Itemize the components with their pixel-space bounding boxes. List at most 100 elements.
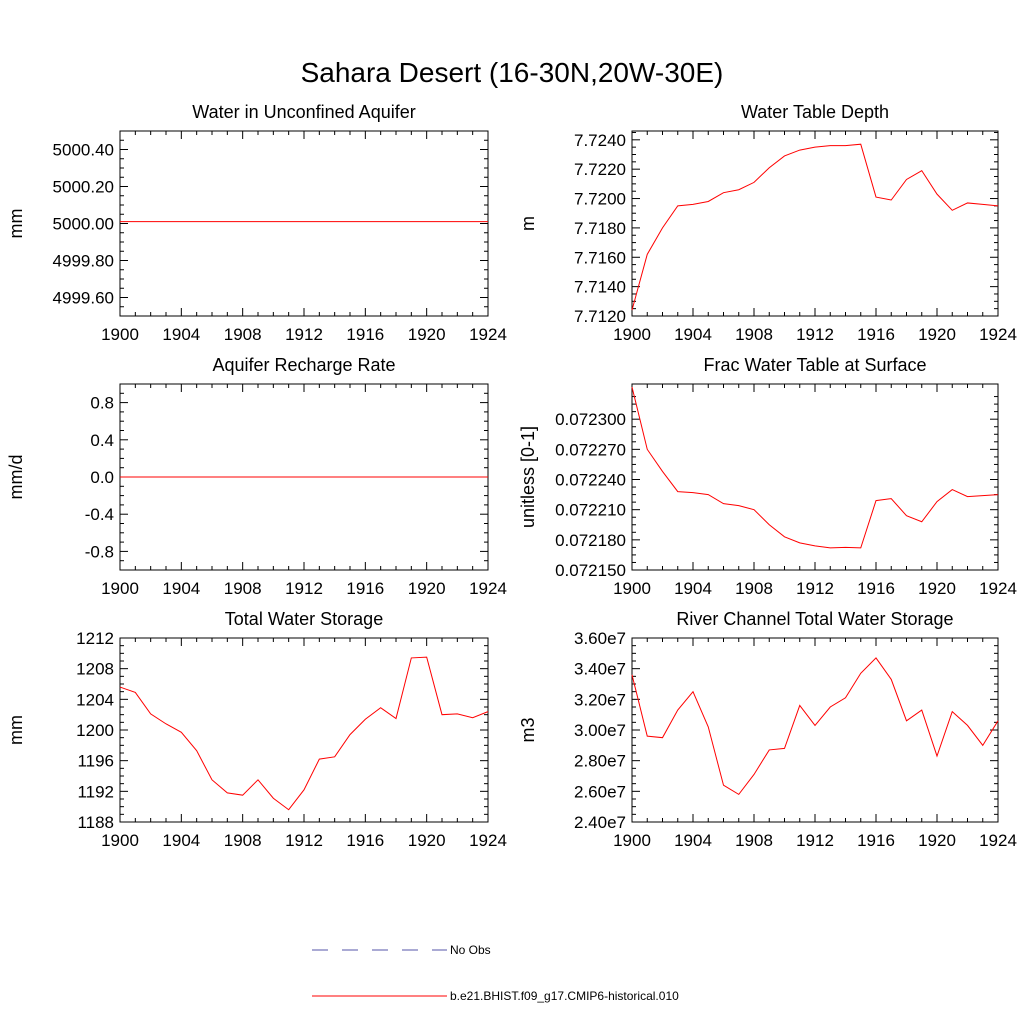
y-tick-label: 3.00e7 xyxy=(574,721,626,740)
chart-panel: Aquifer Recharge Rate 1900 1904 1908 1912 191… xyxy=(6,355,507,598)
y-axis-label: unitless [0-1] xyxy=(518,426,538,528)
x-tick-label: 1912 xyxy=(285,831,323,850)
y-axis-label: mm xyxy=(6,715,26,745)
y-axis-label: m xyxy=(518,216,538,231)
y-tick-label: 2.60e7 xyxy=(574,782,626,801)
y-axis-label: mm xyxy=(6,209,26,239)
y-tick-label: 7.7200 xyxy=(574,190,626,209)
plot-frame xyxy=(631,383,999,571)
chart-panel: Water Table Depth 1900 1904 1908 1912 1916 192… xyxy=(518,102,1017,344)
y-tick-label: 1200 xyxy=(76,721,114,740)
x-tick-label: 1904 xyxy=(162,325,200,344)
x-tick-label: 1916 xyxy=(346,831,384,850)
y-tick-label: 3.40e7 xyxy=(574,660,626,679)
x-tick-label: 1912 xyxy=(796,831,834,850)
x-tick-label: 1924 xyxy=(979,831,1017,850)
y-axis-label: mm/d xyxy=(6,455,26,500)
chart-panel: Water in Unconfined Aquifer 1900 1904 1908 1… xyxy=(6,102,507,344)
x-tick-label: 1900 xyxy=(613,579,651,598)
x-tick-label: 1924 xyxy=(979,579,1017,598)
series-line xyxy=(631,657,999,796)
x-tick-label: 1920 xyxy=(408,325,446,344)
series-line xyxy=(631,143,999,311)
y-axis-label: m3 xyxy=(518,717,538,742)
y-tick-label: 0.0 xyxy=(90,468,114,487)
y-tick-label: 5000.20 xyxy=(53,178,114,197)
y-tick-label: 7.7240 xyxy=(574,131,626,150)
panel-title: River Channel Total Water Storage xyxy=(676,609,953,629)
x-tick-label: 1924 xyxy=(469,579,507,598)
x-tick-label: 1900 xyxy=(101,831,139,850)
x-tick-label: 1916 xyxy=(346,579,384,598)
x-tick-label: 1912 xyxy=(285,579,323,598)
y-tick-label: 2.80e7 xyxy=(574,752,626,771)
chart-panel: River Channel Total Water Storage 1900 190… xyxy=(518,609,1017,850)
y-tick-label: 1208 xyxy=(76,660,114,679)
y-tick-label: 0.072150 xyxy=(555,561,626,580)
x-tick-label: 1900 xyxy=(613,831,651,850)
plot-frame xyxy=(119,130,489,317)
y-tick-label: 0.072180 xyxy=(555,531,626,550)
y-tick-label: 7.7160 xyxy=(574,248,626,267)
x-tick-label: 1924 xyxy=(979,325,1017,344)
x-tick-label: 1920 xyxy=(408,831,446,850)
y-tick-label: 3.60e7 xyxy=(574,629,626,648)
x-tick-label: 1924 xyxy=(469,325,507,344)
x-tick-label: 1900 xyxy=(101,325,139,344)
x-tick-label: 1912 xyxy=(796,579,834,598)
chart-panels: Water in Unconfined Aquifer 1900 1904 1908 1… xyxy=(6,102,1017,850)
y-tick-label: 7.7140 xyxy=(574,278,626,297)
y-tick-label: 7.7220 xyxy=(574,160,626,179)
x-tick-label: 1904 xyxy=(162,831,200,850)
legend-label-model: b.e21.BHIST.f09_g17.CMIP6-historical.010 xyxy=(450,989,679,1003)
chart-panel: Total Water Storage 1900 1904 1908 1912 1916 1… xyxy=(6,609,507,850)
y-tick-label: 7.7180 xyxy=(574,219,626,238)
panel-title: Frac Water Table at Surface xyxy=(703,355,926,375)
y-tick-label: 5000.40 xyxy=(53,141,114,160)
legend-label-no-obs: No Obs xyxy=(450,943,491,957)
y-tick-label: 1212 xyxy=(76,629,114,648)
x-tick-label: 1916 xyxy=(857,579,895,598)
panel-title: Water Table Depth xyxy=(741,102,889,122)
x-tick-label: 1920 xyxy=(408,579,446,598)
x-tick-label: 1904 xyxy=(674,831,712,850)
x-tick-label: 1908 xyxy=(735,831,773,850)
x-tick-label: 1904 xyxy=(162,579,200,598)
panel-title: Total Water Storage xyxy=(225,609,383,629)
chart-panel: Frac Water Table at Surface 1900 1904 1908 1… xyxy=(518,355,1017,598)
x-tick-label: 1924 xyxy=(469,831,507,850)
y-tick-label: 3.20e7 xyxy=(574,690,626,709)
y-tick-label: 1188 xyxy=(77,813,114,832)
series-line xyxy=(631,386,999,549)
y-tick-label: 2.40e7 xyxy=(574,813,626,832)
panel-title: Water in Unconfined Aquifer xyxy=(192,102,415,122)
x-tick-label: 1908 xyxy=(224,579,262,598)
series-line xyxy=(119,656,489,811)
y-tick-label: 0.072210 xyxy=(555,501,626,520)
panel-title: Aquifer Recharge Rate xyxy=(212,355,395,375)
y-tick-label: 4999.60 xyxy=(53,289,114,308)
x-tick-label: 1908 xyxy=(735,325,773,344)
x-tick-label: 1916 xyxy=(346,325,384,344)
x-tick-label: 1920 xyxy=(918,579,956,598)
x-tick-label: 1916 xyxy=(857,831,895,850)
plot-frame xyxy=(631,130,999,317)
y-tick-label: 0.072240 xyxy=(555,471,626,490)
y-tick-label: 1196 xyxy=(77,752,114,771)
x-tick-label: 1920 xyxy=(918,831,956,850)
x-tick-label: 1900 xyxy=(613,325,651,344)
x-tick-label: 1920 xyxy=(918,325,956,344)
y-tick-label: 4999.80 xyxy=(53,252,114,271)
plot-frame xyxy=(119,637,489,823)
y-tick-label: -0.8 xyxy=(85,542,114,561)
y-tick-label: 1204 xyxy=(76,690,114,709)
x-tick-label: 1912 xyxy=(285,325,323,344)
figure-title: Sahara Desert (16-30N,20W-30E) xyxy=(301,57,724,88)
x-tick-label: 1900 xyxy=(101,579,139,598)
y-tick-label: 0.072270 xyxy=(555,440,626,459)
y-tick-label: 0.4 xyxy=(90,431,114,450)
x-tick-label: 1908 xyxy=(224,831,262,850)
x-tick-label: 1908 xyxy=(224,325,262,344)
y-tick-label: -0.4 xyxy=(85,505,114,524)
